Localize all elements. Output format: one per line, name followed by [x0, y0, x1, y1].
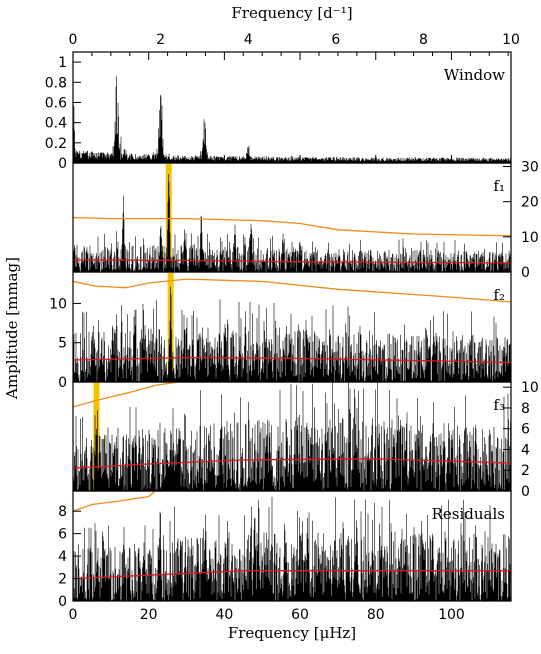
- panel-label-5: Residuals: [432, 505, 505, 523]
- spectrum-4: [73, 382, 511, 491]
- panel-label-1: Window: [444, 66, 505, 84]
- y-tick-label: 0: [58, 594, 67, 610]
- noise-level-4: [73, 458, 511, 469]
- panel-3: 0 5 10 f₂: [49, 271, 512, 391]
- threshold-curve-4: [73, 382, 184, 408]
- bottom-tick-label: 20: [140, 607, 158, 623]
- top-frequency-axis: 0 2 4 6 8 10: [69, 32, 520, 48]
- y-tick-label: 2: [58, 572, 67, 588]
- bottom-tick-label: 40: [215, 607, 233, 623]
- y-tick-label: 10: [521, 230, 539, 246]
- y-tick-label: 0.2: [45, 136, 67, 152]
- y-tick-label: 0: [521, 484, 530, 500]
- y-tick-label: 0.4: [45, 116, 67, 132]
- threshold-curve-2: [73, 216, 511, 237]
- top-tick-label: 10: [502, 32, 520, 48]
- bottom-tick-label: 60: [291, 607, 309, 623]
- spectrum-1: [73, 76, 511, 163]
- y-tick-label: 8: [58, 504, 67, 520]
- bottom-tick-label: 80: [367, 607, 385, 623]
- noise-level-3: [73, 356, 511, 364]
- noise-level-5: [73, 570, 511, 580]
- y-tick-label: 10: [49, 296, 67, 312]
- top-tick-label: 0: [69, 32, 78, 48]
- top-tick-label: 8: [419, 32, 428, 48]
- bottom-frequency-axis: 0 20 40 60 80 100: [69, 607, 465, 623]
- panel-2: 0 10 20 30 f₁: [72, 160, 539, 281]
- panel-label-2: f₁: [493, 177, 505, 195]
- y-tick-label: 4: [58, 549, 67, 565]
- y-axis-title: Amplitude [mmag]: [3, 257, 21, 400]
- top-tick-label: 2: [156, 32, 165, 48]
- panel-label-3: f₂: [493, 286, 505, 304]
- bottom-tick-label: 100: [438, 607, 465, 623]
- panel-4: 0 2 4 6 8 10 f₃: [72, 380, 539, 500]
- y-tick-label: 20: [521, 195, 539, 211]
- panel-label-4: f₃: [493, 396, 505, 414]
- y-tick-label: 6: [521, 422, 530, 438]
- bottom-tick-label: 0: [69, 607, 78, 623]
- panel-frame-5: [72, 490, 512, 602]
- panel-5: 0 2 4 6 8 Residuals: [58, 490, 512, 610]
- y-tick-label: 5: [58, 336, 67, 352]
- y-tick-label: 0: [58, 156, 67, 172]
- panel-1: 0 0.2 0.4 0.6 0.8 1 Window: [45, 51, 512, 172]
- y-tick-label: 4: [521, 442, 530, 458]
- spectrum-3: [73, 286, 511, 382]
- spectrum-5: [73, 496, 511, 601]
- y-tick-label: 6: [58, 527, 67, 543]
- y-tick-label: 0.6: [45, 95, 67, 111]
- y-tick-label: 8: [521, 401, 530, 417]
- top-tick-label: 4: [244, 32, 253, 48]
- top-axis-title: Frequency [d⁻¹]: [231, 4, 352, 22]
- bottom-axis-title: Frequency [μHz]: [228, 624, 356, 642]
- panels: 00.20.40.60.81Window0102030f₁0510f₂02468…: [45, 51, 539, 610]
- threshold-curve-3: [73, 278, 511, 303]
- y-tick-label: 0: [521, 265, 530, 281]
- threshold-curve-5: [73, 491, 156, 512]
- y-tick-label: 30: [521, 160, 539, 176]
- y-tick-label: 2: [521, 463, 530, 479]
- y-tick-label: 0.8: [45, 75, 67, 91]
- y-tick-label: 10: [521, 380, 539, 396]
- top-tick-label: 6: [331, 32, 340, 48]
- y-tick-label: 0: [58, 375, 67, 391]
- noise-level-2: [73, 259, 511, 264]
- y-tick-label: 1: [58, 55, 67, 71]
